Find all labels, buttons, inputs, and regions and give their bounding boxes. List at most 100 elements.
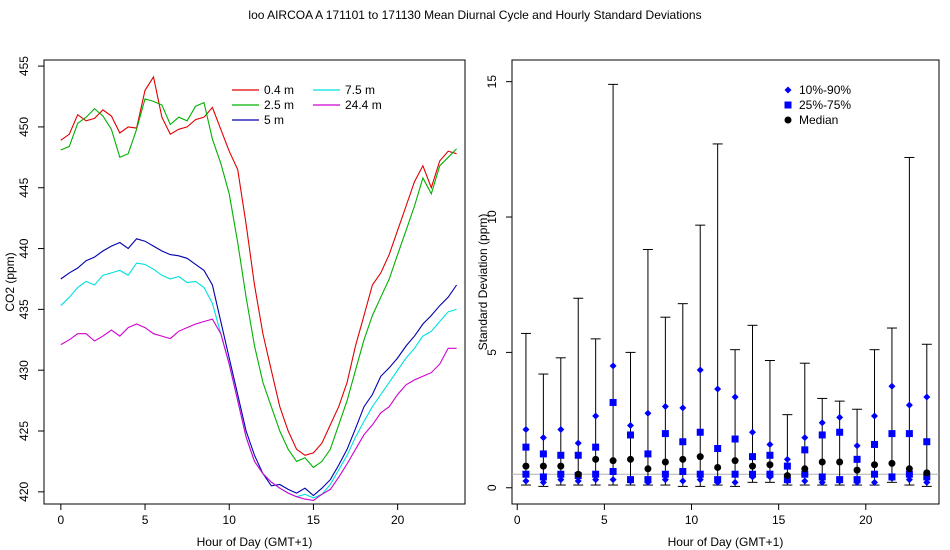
legend-diamond xyxy=(784,86,792,94)
p75-marker xyxy=(609,398,617,406)
p75-marker xyxy=(888,430,896,438)
legend-label: 24.4 m xyxy=(345,98,382,112)
p10-marker xyxy=(801,477,809,485)
median-marker xyxy=(731,457,739,465)
y-axis-label: Standard Deviation (ppm) xyxy=(476,214,490,351)
p75-marker xyxy=(801,446,809,454)
p90-marker xyxy=(557,426,565,434)
p25-marker xyxy=(905,470,913,478)
p75-marker xyxy=(836,428,844,436)
p90-marker xyxy=(644,409,652,417)
p25-marker xyxy=(888,473,896,481)
median-marker xyxy=(818,458,826,466)
p10-marker xyxy=(696,476,704,484)
p75-marker xyxy=(679,438,687,446)
legend-square xyxy=(784,101,792,109)
p25-marker xyxy=(592,470,600,478)
median-marker xyxy=(539,462,547,470)
x-tick-label: 10 xyxy=(685,513,699,527)
x-axis-label: Hour of Day (GMT+1) xyxy=(197,535,313,549)
y-tick-label: 430 xyxy=(17,360,31,380)
p75-marker xyxy=(853,455,861,463)
median-marker xyxy=(679,455,687,463)
median-marker xyxy=(749,462,757,470)
p75-marker xyxy=(818,431,826,439)
p75-marker xyxy=(627,431,635,439)
p25-marker xyxy=(801,470,809,478)
p10-marker xyxy=(818,478,826,486)
p10-marker xyxy=(661,476,669,484)
y-tick-label: 440 xyxy=(17,238,31,258)
median-marker xyxy=(766,461,774,469)
x-axis-label: Hour of Day (GMT+1) xyxy=(668,535,784,549)
p90-marker xyxy=(574,439,582,447)
legend-label: Median xyxy=(799,113,838,127)
p25-marker xyxy=(522,470,530,478)
p90-marker xyxy=(714,385,722,393)
median-marker xyxy=(661,458,669,466)
series-line xyxy=(60,98,457,469)
p90-marker xyxy=(818,419,826,427)
p75-marker xyxy=(522,443,530,451)
median-marker xyxy=(836,458,844,466)
p90-marker xyxy=(871,412,879,420)
p75-marker xyxy=(731,435,739,443)
plot-frame xyxy=(511,59,940,505)
y-tick-label: 445 xyxy=(17,177,31,197)
median-marker xyxy=(714,463,722,471)
p90-marker xyxy=(766,440,774,448)
p25-marker xyxy=(557,470,565,478)
p90-marker xyxy=(888,382,896,390)
y-tick-label: 420 xyxy=(17,482,31,502)
p10-marker xyxy=(905,476,913,484)
median-marker xyxy=(609,457,617,465)
p75-marker xyxy=(557,451,565,459)
x-tick-label: 0 xyxy=(57,513,64,527)
p25-marker xyxy=(818,473,826,481)
p90-marker xyxy=(731,393,739,401)
p25-marker xyxy=(731,470,739,478)
p10-marker xyxy=(679,477,687,485)
p10-marker xyxy=(574,477,582,485)
chart-title: loo AIRCOA A 171101 to 171130 Mean Diurn… xyxy=(248,8,702,22)
x-tick-label: 15 xyxy=(772,513,786,527)
p75-marker xyxy=(766,451,774,459)
co2-diurnal-chart: 0 5 10 15 20 420 425 430 435 440 445 450 455 Hour of … xyxy=(3,56,466,549)
p10-marker xyxy=(923,478,931,486)
x-tick-label: 10 xyxy=(223,513,237,527)
plot-frame xyxy=(43,59,466,505)
p75-marker xyxy=(696,428,704,436)
p75-marker xyxy=(539,450,547,458)
p75-marker xyxy=(714,445,722,452)
p10-marker xyxy=(557,476,565,484)
std-dev-chart: 0 5 10 15 20 0 5 10 15 Hour of Day (GMT+1) Standar… xyxy=(476,59,940,549)
p10-marker xyxy=(539,478,547,486)
x-tick-label: 20 xyxy=(859,513,873,527)
p90-marker xyxy=(905,401,913,409)
series-line xyxy=(60,238,458,497)
series-line xyxy=(60,262,457,499)
p90-marker xyxy=(609,362,617,370)
p75-marker xyxy=(783,462,791,470)
p25-marker xyxy=(923,473,931,481)
y-tick-label: 5 xyxy=(485,349,499,356)
x-tick-label: 5 xyxy=(601,513,608,527)
p25-marker xyxy=(853,476,861,484)
series-line xyxy=(60,75,457,456)
legend-label: 0.4 m xyxy=(264,83,294,97)
p75-marker xyxy=(923,438,931,446)
p90-marker xyxy=(853,442,861,450)
p75-marker xyxy=(871,440,879,448)
p25-marker xyxy=(714,476,722,484)
p25-marker xyxy=(627,476,635,484)
median-marker xyxy=(801,465,809,473)
p25-marker xyxy=(696,470,704,478)
legend-label: 25%-75% xyxy=(799,98,851,112)
legend-label: 10%-90% xyxy=(799,83,851,97)
y-tick-label: 10 xyxy=(485,210,499,224)
p25-marker xyxy=(783,476,791,484)
median-marker xyxy=(557,462,565,470)
p25-marker xyxy=(766,470,774,478)
p90-marker xyxy=(539,434,547,442)
median-marker xyxy=(905,465,913,473)
